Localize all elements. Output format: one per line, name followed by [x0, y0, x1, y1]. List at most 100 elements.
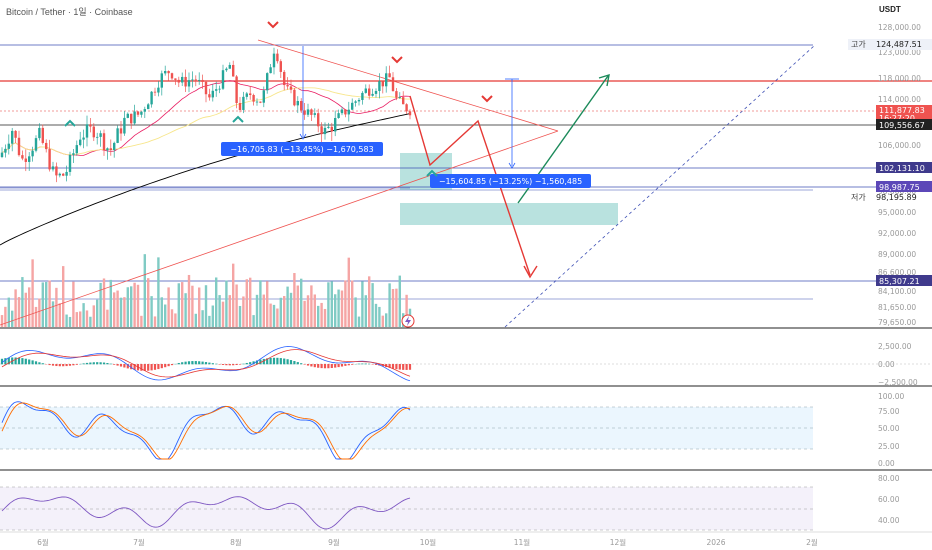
dashed-trendline: [504, 44, 816, 328]
candle-body: [272, 53, 276, 68]
macd-histogram-bar: [106, 363, 109, 365]
volume-bar: [58, 303, 61, 327]
volume-bars: [0, 254, 412, 327]
macd-histogram-bar: [102, 362, 106, 365]
macd-histogram-bar: [147, 364, 150, 371]
volume-bar: [235, 284, 238, 327]
macd-histogram-bar: [296, 362, 299, 365]
candle-body: [21, 155, 24, 159]
macd-histogram-bar: [75, 364, 78, 365]
stoch-d-line: [1, 402, 411, 460]
candle-body: [72, 153, 75, 155]
volume-bar: [72, 281, 75, 327]
macd-histogram-bar: [72, 364, 75, 366]
lightning-icon[interactable]: [401, 314, 415, 328]
macd-histogram-bar: [65, 364, 68, 367]
macd-histogram-bar: [310, 364, 313, 367]
volume-bar: [306, 295, 310, 327]
volume-bar: [130, 286, 133, 327]
rsi-line: [1, 496, 411, 530]
price-tick-label: 128,000.00: [878, 23, 921, 32]
volume-bar: [289, 292, 293, 327]
level-label-bg: [876, 119, 932, 130]
macd-histogram-bar: [357, 363, 361, 365]
macd-histogram-bar: [85, 362, 89, 365]
macd-histogram-bar: [395, 364, 398, 370]
candle-body: [334, 117, 337, 132]
macd-histogram-bar: [218, 364, 221, 365]
volume-bar: [133, 282, 136, 327]
candle-body: [109, 148, 112, 151]
volume-bar: [194, 313, 197, 327]
candle-body: [11, 130, 14, 144]
sell-chevron-marker: [391, 56, 403, 64]
candle-body: [55, 166, 58, 176]
candle-body: [388, 73, 391, 78]
candle-body: [368, 88, 371, 96]
candle-body: [398, 97, 401, 98]
macd-histogram-bar: [327, 364, 330, 369]
volume-bar: [293, 273, 296, 327]
volume-bar: [45, 281, 48, 327]
volume-bar: [191, 285, 194, 327]
macd-histogram-bar: [55, 364, 58, 367]
candle-body: [0, 152, 4, 157]
macd-histogram-bar: [361, 363, 364, 365]
macd-histogram-bar: [38, 362, 41, 365]
macd-histogram-bar: [374, 364, 378, 365]
price-tick-label: 123,000.00: [878, 48, 921, 57]
macd-histogram-bar: [232, 364, 235, 366]
volume-bar: [28, 287, 31, 327]
volume-bar: [374, 303, 378, 327]
level-label-bg: [876, 162, 932, 173]
macd-histogram-bar: [221, 364, 225, 365]
volume-bar: [41, 282, 44, 327]
candle-body: [235, 76, 238, 104]
rsi-tick-label: 80.00: [878, 474, 900, 483]
candle-body: [38, 127, 41, 139]
macd-histogram-bar: [215, 363, 218, 365]
macd-histogram-bar: [126, 364, 129, 369]
volume-bar: [17, 297, 21, 327]
candle-body: [303, 110, 306, 115]
candle-body: [225, 68, 228, 71]
volume-bar: [303, 300, 306, 327]
volume-bar: [330, 281, 333, 327]
volume-bar: [238, 305, 242, 327]
macd-histogram-bar: [130, 364, 133, 370]
volume-bar: [147, 278, 150, 327]
candle-body: [340, 109, 344, 114]
volume-bar: [221, 301, 225, 327]
volume-bar: [337, 289, 340, 327]
volume-bar: [296, 285, 299, 327]
macd-pane: [0, 346, 932, 382]
level-label-text: 85,307.21: [879, 277, 920, 286]
volume-bar: [181, 282, 184, 327]
candle-body: [194, 79, 197, 81]
price-tick-label: 95,000.00: [878, 208, 916, 217]
price-tick-label: 114,000.00: [878, 95, 921, 104]
macd-histogram-bar: [402, 364, 405, 370]
volume-bar: [395, 288, 398, 327]
volume-bar: [272, 304, 276, 327]
volume-bar: [116, 290, 119, 327]
volume-bar: [157, 257, 160, 327]
candle-body: [381, 81, 384, 87]
macd-histogram-bar: [153, 364, 157, 370]
time-tick-label: 12월: [610, 537, 627, 547]
macd-histogram-bar: [150, 364, 153, 371]
measure-label-box: [221, 142, 383, 156]
macd-histogram-bar: [289, 360, 293, 365]
candle-body: [14, 130, 17, 138]
candle-body: [75, 145, 78, 154]
candle-body: [242, 96, 245, 110]
price-tick-label: 118,000.00: [878, 74, 921, 83]
candle-body: [160, 73, 163, 88]
candle-body: [330, 126, 333, 132]
macd-histogram-bar: [198, 361, 201, 365]
macd-histogram-bar: [133, 364, 136, 370]
volume-bar: [334, 294, 337, 327]
macd-histogram-bar: [96, 362, 99, 365]
candle-body: [123, 117, 126, 134]
